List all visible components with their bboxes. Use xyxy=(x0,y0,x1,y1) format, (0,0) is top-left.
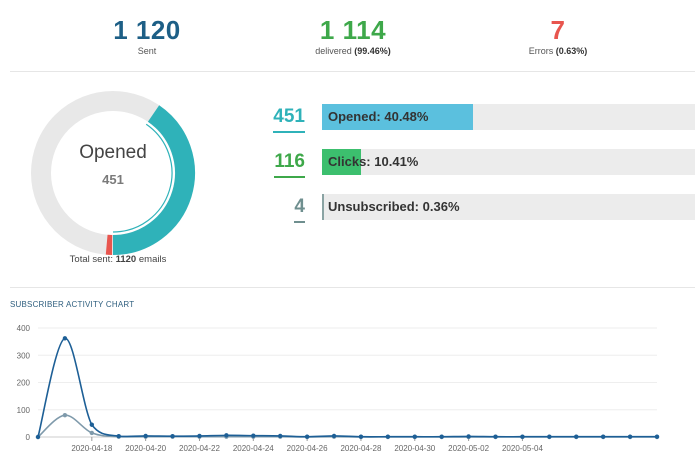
chart-title: SUBSCRIBER ACTIVITY CHART xyxy=(10,300,135,309)
errors-percent: (0.63%) xyxy=(555,46,588,56)
series-point xyxy=(547,434,552,439)
clicks-bar-fill xyxy=(322,149,361,175)
clicks-bar-label: Clicks: xyxy=(328,154,371,169)
opened-bar-text: Opened: 40.48% xyxy=(328,109,428,124)
x-tick-label: 2020-05-04 xyxy=(502,444,543,453)
total-sent-value: 1120 xyxy=(115,254,137,265)
sent-label: Sent xyxy=(137,46,157,56)
clicks-count: 116 xyxy=(274,151,305,178)
x-tick-label: 2020-04-30 xyxy=(394,444,435,453)
series-point xyxy=(331,433,337,439)
summary-stats: 1 120 Sent 1 114 delivered (99.46%) 7 Er… xyxy=(0,0,700,72)
unsubscribed-bar-track: Unsubscribed: 0.36% xyxy=(322,194,695,220)
sent-stat: 1 120 Sent xyxy=(47,14,247,56)
series-point xyxy=(627,434,633,439)
series-point xyxy=(493,434,498,439)
errors-label-text: Errors xyxy=(528,46,554,56)
series-point xyxy=(358,434,364,439)
series-point xyxy=(600,434,606,439)
series-line xyxy=(37,414,657,438)
sent-count: 1 120 xyxy=(113,15,181,45)
opened-bar-track: Opened: 40.48% xyxy=(322,104,695,130)
series-point xyxy=(439,434,444,439)
series-point xyxy=(278,433,283,439)
series-point xyxy=(574,434,579,439)
errors-label: Errors (0.63%) xyxy=(458,46,658,56)
opened-bar-row: 451 Opened: 40.48% xyxy=(262,104,697,133)
delivered-percent: (99.46%) xyxy=(354,46,391,56)
series-point xyxy=(224,433,229,438)
unsubscribed-count: 4 xyxy=(294,196,305,223)
opened-count: 451 xyxy=(273,106,305,133)
series-point xyxy=(89,422,95,427)
clicks-bar-percent: 10.41% xyxy=(374,154,419,169)
y-tick-label: 100 xyxy=(17,406,31,415)
unsubscribed-bar-row: 4 Unsubscribed: 0.36% xyxy=(262,194,697,223)
x-tick-label: 2020-04-20 xyxy=(125,444,166,453)
series-point xyxy=(89,430,95,436)
x-tick-label: 2020-05-02 xyxy=(448,444,489,453)
clicks-bar-text: Clicks: 10.41% xyxy=(328,154,418,169)
total-sent: Total sent: 1120 emails xyxy=(28,254,208,265)
series-point xyxy=(466,434,471,439)
x-tick-label: 2020-04-18 xyxy=(71,444,112,453)
series-point xyxy=(654,434,660,439)
series-point xyxy=(170,433,175,439)
unsubscribed-bar-fill xyxy=(322,194,324,220)
donut-opened-inner-line xyxy=(112,123,173,233)
series-point xyxy=(197,433,202,439)
opened-bar-percent: 40.48% xyxy=(384,109,429,124)
x-tick-label: 2020-04-26 xyxy=(287,444,328,453)
y-tick-label: 400 xyxy=(17,324,31,333)
donut-svg xyxy=(31,91,195,255)
series-point xyxy=(143,433,148,439)
total-sent-suffix: emails xyxy=(138,254,167,265)
series-point xyxy=(385,434,391,439)
y-tick-label: 0 xyxy=(26,433,31,442)
opened-bar-fill xyxy=(322,104,473,130)
delivered-label: delivered (99.46%) xyxy=(253,46,453,56)
series-point xyxy=(251,433,256,438)
donut-value: 451 xyxy=(102,172,124,187)
clicks-bar-track: Clicks: 10.41% xyxy=(322,149,695,175)
series-point xyxy=(304,434,310,439)
x-tick-label: 2020-04-24 xyxy=(233,444,274,453)
y-tick-label: 200 xyxy=(17,379,31,388)
middle-divider xyxy=(10,287,695,288)
donut-title: Opened xyxy=(79,142,147,163)
opened-donut-chart: Opened 451 xyxy=(28,88,198,258)
y-tick-label: 300 xyxy=(17,351,31,360)
clicks-bar-row: 116 Clicks: 10.41% xyxy=(262,149,697,178)
errors-count: 7 xyxy=(550,15,566,45)
series-point xyxy=(412,434,417,439)
top-divider xyxy=(10,71,695,72)
series-point xyxy=(520,434,525,439)
x-tick-label: 2020-04-28 xyxy=(340,444,381,453)
series-point xyxy=(116,433,121,439)
series-point xyxy=(62,413,68,418)
x-tick-label: 2020-04-22 xyxy=(179,444,220,453)
delivered-count: 1 114 xyxy=(319,15,387,45)
unsubscribed-bar-text: Unsubscribed: 0.36% xyxy=(328,199,460,214)
delivered-label-text: delivered xyxy=(315,46,352,56)
donut-opened-segment xyxy=(112,105,195,255)
series-point xyxy=(62,336,68,341)
subscriber-activity-chart: 0 100 200 300 400 2020-04-18 2020-04-20 2020-04… xyxy=(17,324,660,453)
total-sent-prefix: Total sent: xyxy=(69,254,113,265)
series-line xyxy=(37,337,657,438)
unsubscribed-bar-label: Unsubscribed: xyxy=(328,199,420,214)
series-point xyxy=(35,434,41,440)
errors-stat: 7 Errors (0.63%) xyxy=(458,14,658,56)
delivered-stat: 1 114 delivered (99.46%) xyxy=(253,14,453,56)
unsubscribed-bar-percent: 0.36% xyxy=(422,199,460,214)
opened-bar-label: Opened: xyxy=(328,109,381,124)
